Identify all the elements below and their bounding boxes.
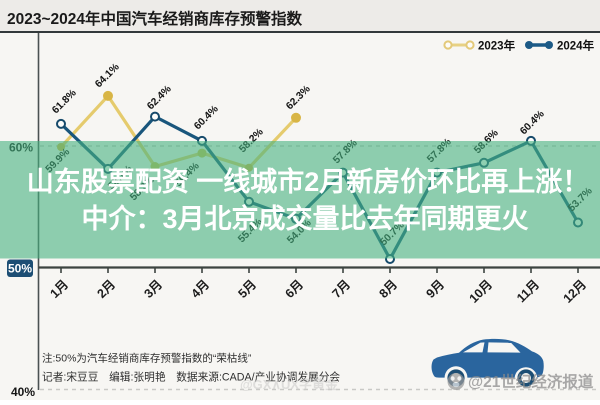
svg-text:山东股票配资 一线城市2月新房价环比再上涨！: 山东股票配资 一线城市2月新房价环比再上涨！ — [27, 166, 590, 197]
svg-text:@21世纪经济报道: @21世纪经济报道 — [468, 372, 594, 391]
svg-text:40%: 40% — [11, 385, 35, 399]
svg-text:记者:宋豆豆 编辑:张明艳 数据来源:CADA/产业协调发展: 记者:宋豆豆 编辑:张明艳 数据来源:CADA/产业协调发展分会 — [42, 371, 340, 384]
svg-text:50%: 50% — [8, 262, 32, 276]
svg-text:2023~2024年中国汽车经销商库存预警指数: 2023~2024年中国汽车经销商库存预警指数 — [7, 9, 303, 28]
svg-text:@GX∧UX字黄金: @GX∧UX字黄金 — [240, 377, 339, 392]
svg-text:2023年: 2023年 — [478, 39, 516, 53]
svg-text:中介：3月北京成交量比去年同期更火: 中介：3月北京成交量比去年同期更火 — [81, 203, 528, 234]
svg-text:注:50%为汽车经销商库存预警指数的“荣枯线”: 注:50%为汽车经销商库存预警指数的“荣枯线” — [42, 352, 252, 365]
svg-text:2024年: 2024年 — [557, 39, 595, 53]
